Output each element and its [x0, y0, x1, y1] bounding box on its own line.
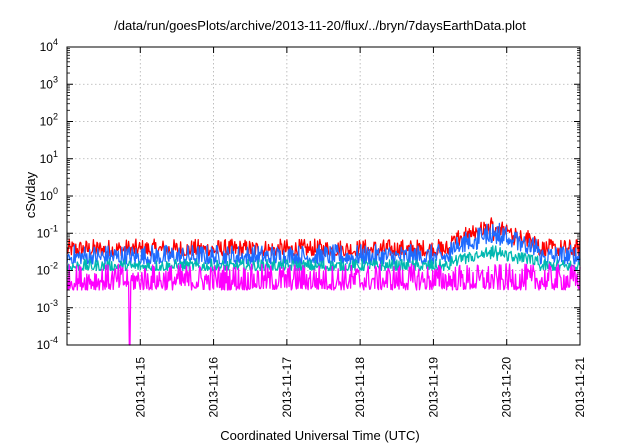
- x-tick-labels: 2013-11-15 2013-11-16 2013-11-17 2013-11-18…: [133, 357, 587, 418]
- x-tick-label: 2013-11-15: [133, 357, 147, 418]
- y-tick-label: 102: [40, 112, 58, 129]
- x-tick-label: 2013-11-20: [500, 357, 514, 418]
- x-axis-label: Coordinated Universal Time (UTC): [220, 428, 420, 443]
- x-tick-label: 2013-11-18: [353, 357, 367, 418]
- y-tick-label: 10-4: [37, 335, 58, 352]
- x-tick-label: 2013-11-16: [207, 357, 221, 418]
- x-tick-label: 2013-11-21: [573, 357, 587, 418]
- y-tick-label: 101: [40, 149, 58, 166]
- series-layer: [66, 217, 581, 346]
- grid-lines: [67, 47, 580, 345]
- y-tick-labels: 10-4 10-3 10-2 10-1 100 101 102 103 104: [37, 37, 58, 352]
- tick-marks: [67, 46, 581, 346]
- y-tick-label: 103: [40, 74, 58, 91]
- y-tick-label: 10-2: [37, 261, 58, 278]
- x-tick-label: 2013-11-19: [426, 357, 440, 418]
- y-tick-label: 10-1: [37, 223, 58, 240]
- series-line-2: [66, 222, 581, 265]
- chart-title: /data/run/goesPlots/archive/2013-11-20/f…: [114, 18, 526, 33]
- y-tick-label: 100: [40, 186, 58, 203]
- y-tick-label: 104: [40, 37, 58, 54]
- x-tick-label: 2013-11-17: [280, 357, 294, 418]
- y-tick-label: 10-3: [37, 298, 58, 315]
- series-line-4: [66, 263, 581, 346]
